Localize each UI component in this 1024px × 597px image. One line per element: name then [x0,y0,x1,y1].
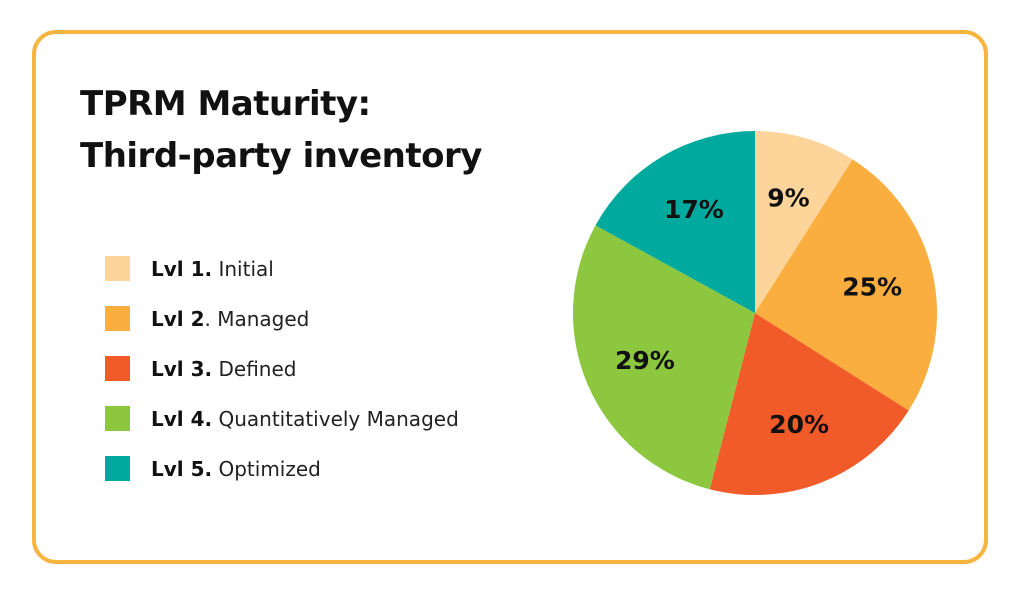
legend-level: Lvl 2 [151,306,205,331]
title-line-2: Third-party inventory [80,136,482,176]
legend-swatch [105,406,130,431]
slice-label-4: 29% [615,346,675,375]
pie-slice-5 [595,131,755,313]
pie-slice-3 [709,313,909,495]
legend-level: Lvl 1. [151,256,213,281]
pie-slice-2 [755,159,937,411]
slice-label-3: 20% [769,410,829,439]
legend-level: Lvl 5. [151,456,213,481]
legend-label: Optimized [218,456,321,481]
slice-label-2: 25% [842,272,902,301]
title-line-1: TPRM Maturity: [80,84,371,124]
legend-item: Lvl 3. Defined [105,356,459,381]
page-title: TPRM Maturity: Third-party inventory [80,78,482,182]
legend-level: Lvl 3. [151,356,213,381]
legend-separator: . [204,306,218,331]
slice-label-5: 17% [664,195,724,224]
slice-label-1: 9% [767,183,809,212]
legend-swatch [105,256,130,281]
legend-label: Quantitatively Managed [218,406,459,431]
legend-swatch [105,306,130,331]
pie-slice-1 [755,131,853,313]
legend-swatch [105,356,130,381]
pie-slice-4 [573,225,755,490]
legend-swatch [105,456,130,481]
legend-item: Lvl 4. Quantitatively Managed [105,406,459,431]
legend-label: Defined [218,356,297,381]
legend: Lvl 1. Initial Lvl 2. Managed Lvl 3. Def… [105,256,459,506]
legend-item: Lvl 2. Managed [105,306,459,331]
pie-chart: 9% 25% 20% 29% 17% [573,131,937,495]
legend-item: Lvl 1. Initial [105,256,459,281]
legend-level: Lvl 4. [151,406,213,431]
legend-label: Managed [217,306,310,331]
legend-label: Initial [218,256,274,281]
legend-item: Lvl 5. Optimized [105,456,459,481]
